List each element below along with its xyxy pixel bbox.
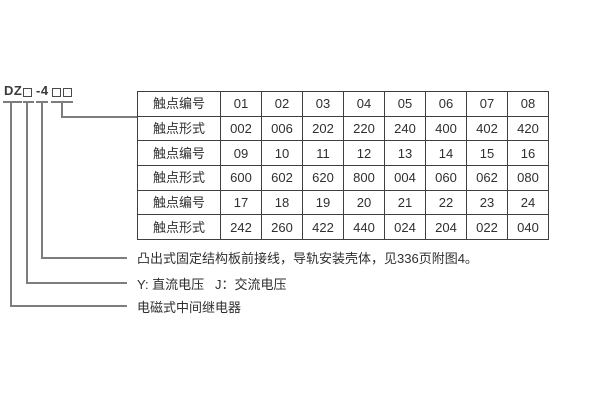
table-cell: 260: [261, 214, 303, 240]
table-cell: 23: [466, 189, 508, 216]
table-cell: 220: [343, 115, 385, 142]
table-cell: 12: [343, 140, 385, 166]
table-cell: 01: [220, 91, 262, 117]
connector-vline-mounting: [41, 101, 43, 259]
table-cell: 09: [220, 140, 262, 166]
contact-table-body: 触点编号 01 02 03 04 05 06 07 08 触点形式 002 006 202 220 240 4…: [137, 91, 549, 240]
table-cell: 08: [507, 91, 549, 117]
connector-hline-relay-type: [10, 305, 127, 307]
connector-hline-mounting: [41, 257, 127, 259]
table-cell: 204: [425, 214, 467, 240]
annotation-voltage: Y: 直流电压 J：交流电压: [137, 277, 287, 292]
table-cell: 240: [384, 115, 426, 142]
contact-table: 触点编号 01 02 03 04 05 06 07 08 触点形式 002 006 202 220 240 4…: [137, 91, 549, 240]
table-cell: 03: [302, 91, 344, 117]
connector-hline-voltage: [26, 282, 127, 284]
row-label: 触点形式: [137, 115, 221, 142]
table-cell: 17: [220, 189, 262, 216]
table-cell: 060: [425, 164, 467, 191]
row-label: 触点编号: [137, 91, 221, 117]
table-cell: 19: [302, 189, 344, 216]
model-prefix: DZ: [4, 83, 23, 98]
table-cell: 004: [384, 164, 426, 191]
contact-table-container: 触点编号 01 02 03 04 05 06 07 08 触点形式 002 006 202 220 240 4…: [137, 91, 549, 240]
underline-prefix: [3, 101, 22, 103]
table-cell: 602: [261, 164, 303, 191]
table-cell: 06: [425, 91, 467, 117]
table-cell: 15: [466, 140, 508, 166]
model-series: -4: [36, 83, 49, 98]
table-cell: 05: [384, 91, 426, 117]
table-cell: 600: [220, 164, 262, 191]
connector-hline-table: [61, 116, 137, 118]
table-cell: 422: [302, 214, 344, 240]
table-cell: 10: [261, 140, 303, 166]
table-cell: 21: [384, 189, 426, 216]
connector-vline-table: [61, 101, 63, 118]
table-cell: 006: [261, 115, 303, 142]
table-cell: 20: [343, 189, 385, 216]
table-cell: 202: [302, 115, 344, 142]
connector-vline-voltage: [26, 101, 28, 284]
table-row: 触点形式 242 260 422 440 024 204 022 040: [137, 214, 549, 240]
table-cell: 800: [343, 164, 385, 191]
table-cell: 402: [466, 115, 508, 142]
table-cell: 24: [507, 189, 549, 216]
placeholder-box-icon: [23, 88, 32, 97]
table-cell: 400: [425, 115, 467, 142]
annotation-relay-type: 电磁式中间继电器: [137, 300, 242, 315]
table-cell: 080: [507, 164, 549, 191]
table-cell: 242: [220, 214, 262, 240]
placeholder-box-icon: [63, 88, 72, 97]
table-cell: 04: [343, 91, 385, 117]
table-row: 触点形式 600 602 620 800 004 060 062 080: [137, 164, 549, 191]
table-cell: 022: [466, 214, 508, 240]
table-cell: 18: [261, 189, 303, 216]
table-cell: 062: [466, 164, 508, 191]
table-cell: 002: [220, 115, 262, 142]
table-cell: 02: [261, 91, 303, 117]
table-row: 触点形式 002 006 202 220 240 400 402 420: [137, 115, 549, 142]
row-label: 触点形式: [137, 164, 221, 191]
table-cell: 420: [507, 115, 549, 142]
table-cell: 07: [466, 91, 508, 117]
table-cell: 440: [343, 214, 385, 240]
table-cell: 13: [384, 140, 426, 166]
table-cell: 040: [507, 214, 549, 240]
table-row: 触点编号 01 02 03 04 05 06 07 08: [137, 91, 549, 117]
table-row: 触点编号 17 18 19 20 21 22 23 24: [137, 189, 549, 216]
table-cell: 22: [425, 189, 467, 216]
table-cell: 14: [425, 140, 467, 166]
row-label: 触点编号: [137, 189, 221, 216]
placeholder-box-icon: [52, 88, 61, 97]
row-label: 触点编号: [137, 140, 221, 166]
connector-vline-relay-type: [10, 101, 12, 307]
table-cell: 620: [302, 164, 344, 191]
table-row: 触点编号 09 10 11 12 13 14 15 16: [137, 140, 549, 166]
table-cell: 11: [302, 140, 344, 166]
table-cell: 024: [384, 214, 426, 240]
annotation-mounting: 凸出式固定结构板前接线，导轨安装壳体，见336页附图4。: [137, 251, 478, 266]
underline-box1: [23, 101, 34, 103]
table-cell: 16: [507, 140, 549, 166]
row-label: 触点形式: [137, 214, 221, 240]
